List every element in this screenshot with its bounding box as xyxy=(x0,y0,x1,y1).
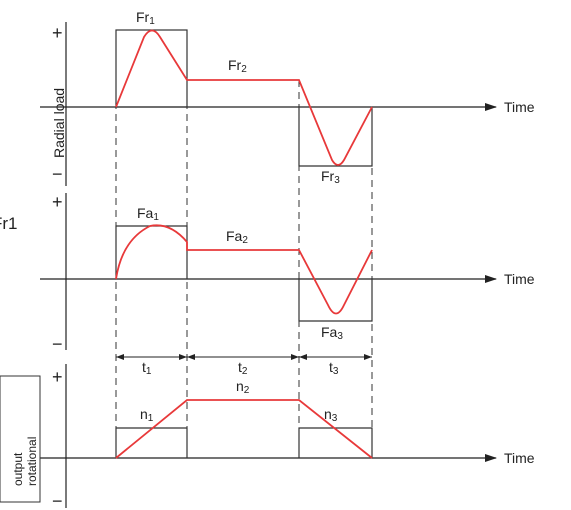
t1-label: t1 xyxy=(142,359,152,377)
speed-n2-label: n2 xyxy=(236,378,250,396)
axial-load-curve xyxy=(115,224,373,315)
axial-load-panel: Time + − Fa1 Fa2 Fa3 xyxy=(40,192,535,354)
radial-max-frame xyxy=(115,29,188,108)
axial-max-frame xyxy=(115,225,188,279)
speed-minus-sign: − xyxy=(52,491,63,510)
radial-time-label: Time xyxy=(504,99,535,115)
axial-fa3-label: Fa3 xyxy=(321,324,343,342)
speed-y-label-box xyxy=(0,375,41,503)
axial-plus-sign: + xyxy=(52,192,63,212)
radial-fr1-label: Fr1 xyxy=(136,9,155,27)
speed-n1-frame xyxy=(115,427,188,458)
t2-label: t2 xyxy=(238,359,248,377)
radial-plus-sign: + xyxy=(52,23,63,43)
speed-curve xyxy=(115,399,373,459)
radial-minus-sign: − xyxy=(52,164,63,184)
t3-label: t3 xyxy=(329,359,339,377)
speed-plus-sign: + xyxy=(52,367,63,387)
radial-load-panel: Time + − Radial load Fr1 Fr2 Fr3 xyxy=(40,9,535,186)
axial-minus-sign: − xyxy=(52,334,63,354)
radial-load-curve xyxy=(115,29,373,166)
radial-y-label: Radial load xyxy=(51,88,67,158)
rotational-speed-panel: Time + − output rotational n1 n2 n3 xyxy=(0,364,535,510)
axial-min-frame xyxy=(298,279,373,322)
speed-n1-label: n1 xyxy=(140,406,154,424)
speed-n3-label: n3 xyxy=(324,406,338,424)
axial-fa1-label: Fa1 xyxy=(137,205,159,223)
speed-time-label: Time xyxy=(504,450,535,466)
radial-fr3-label: Fr3 xyxy=(321,168,340,186)
left-cut-label: Fr1 xyxy=(0,214,18,233)
period-dimensions: t1 t2 t3 xyxy=(116,354,372,377)
speed-y-label-line2: rotational xyxy=(25,437,39,486)
radial-min-frame xyxy=(298,107,373,167)
speed-n3-frame xyxy=(298,427,373,458)
radial-fr2-label: Fr2 xyxy=(228,57,247,75)
axial-fa2-label: Fa2 xyxy=(226,228,248,246)
speed-y-label-line1: output xyxy=(11,452,25,486)
axial-time-label: Time xyxy=(504,271,535,287)
